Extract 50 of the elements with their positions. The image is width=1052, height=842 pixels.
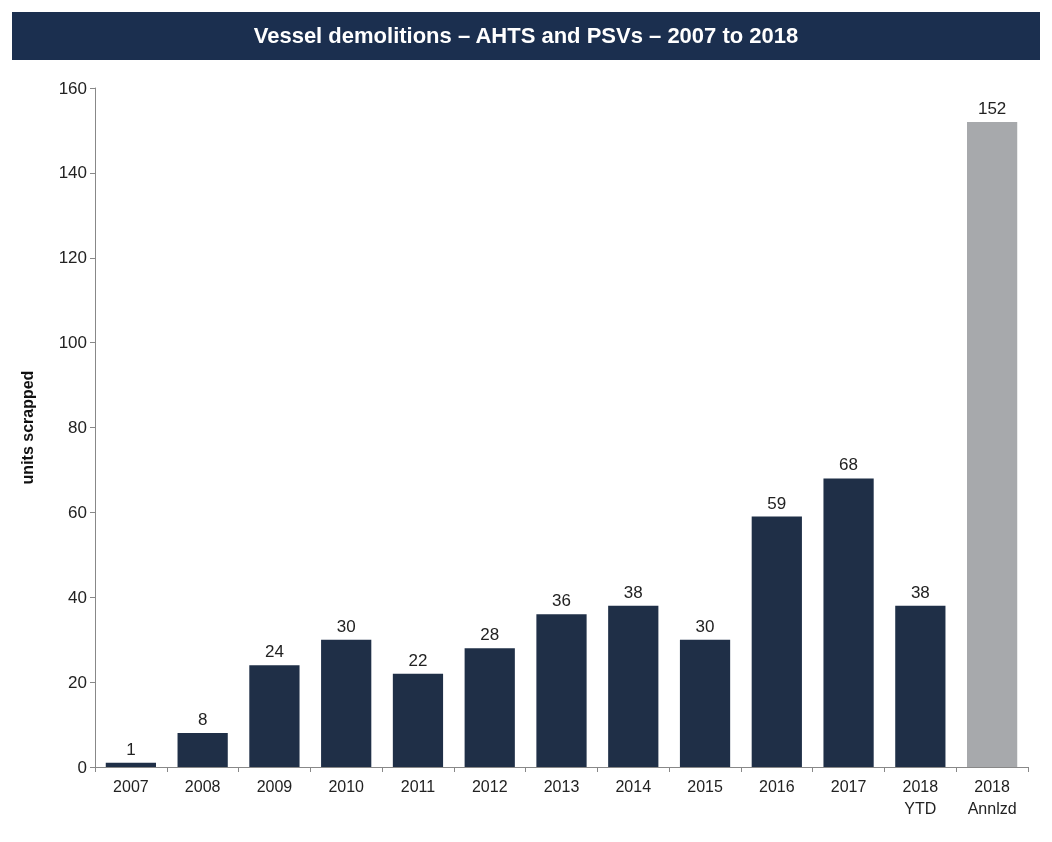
data-label: 59 xyxy=(767,493,787,513)
x-tick-label: 2010 xyxy=(328,777,365,795)
y-tick-label: 80 xyxy=(68,418,87,437)
data-label: 38 xyxy=(910,582,930,602)
data-label: 22 xyxy=(408,650,428,670)
x-tick-label: 2017 xyxy=(830,777,867,795)
x-tick-label: 2018 Annlzd xyxy=(967,777,1017,817)
bar xyxy=(105,762,156,767)
data-label: 28 xyxy=(480,625,500,645)
bar xyxy=(321,639,372,767)
bar xyxy=(679,639,731,767)
data-label: 38 xyxy=(623,582,643,602)
x-tick-label: 2012 xyxy=(471,777,508,795)
x-tick-label: 2014 xyxy=(615,777,652,795)
y-tick-label: 0 xyxy=(77,757,87,777)
x-tick-label: 2011 xyxy=(400,777,436,795)
x-tick-label: 2009 xyxy=(256,777,293,795)
data-label: 1 xyxy=(126,739,136,759)
chart-title: Vessel demolitions – AHTS and PSVs – 2007 to 2018 xyxy=(12,12,1040,60)
data-label: 30 xyxy=(695,616,715,636)
x-tick-label: 2018 YTD xyxy=(902,777,939,817)
x-tick-label: 2007 xyxy=(113,777,149,795)
bar xyxy=(608,605,659,767)
y-axis-title: units scrapped xyxy=(18,370,36,485)
bar xyxy=(967,121,1018,767)
bar xyxy=(823,478,874,767)
y-tick-label: 120 xyxy=(58,248,87,268)
data-label: 24 xyxy=(264,642,284,662)
bar xyxy=(895,605,946,767)
x-tick-label: 2016 xyxy=(759,777,795,795)
y-tick-label: 100 xyxy=(58,333,87,353)
data-label: 8 xyxy=(197,710,208,730)
y-tick-label: 40 xyxy=(68,587,87,607)
x-tick-label: 2015 xyxy=(687,777,723,795)
x-tick-label: 2008 xyxy=(184,777,221,795)
x-tick-label: 2013 xyxy=(543,777,580,795)
data-label: 68 xyxy=(839,455,859,475)
bar xyxy=(177,733,228,767)
bar xyxy=(392,673,444,767)
bar xyxy=(536,614,587,767)
y-tick-label: 140 xyxy=(58,163,87,183)
y-tick-label: 160 xyxy=(58,78,87,98)
bar xyxy=(249,665,300,767)
bar xyxy=(751,516,802,767)
data-label: 152 xyxy=(977,98,1007,118)
y-tick-label: 60 xyxy=(68,502,87,522)
y-tick-label: 20 xyxy=(68,672,87,692)
bar xyxy=(464,648,515,767)
data-label: 36 xyxy=(552,591,571,611)
data-label: 30 xyxy=(336,616,356,636)
